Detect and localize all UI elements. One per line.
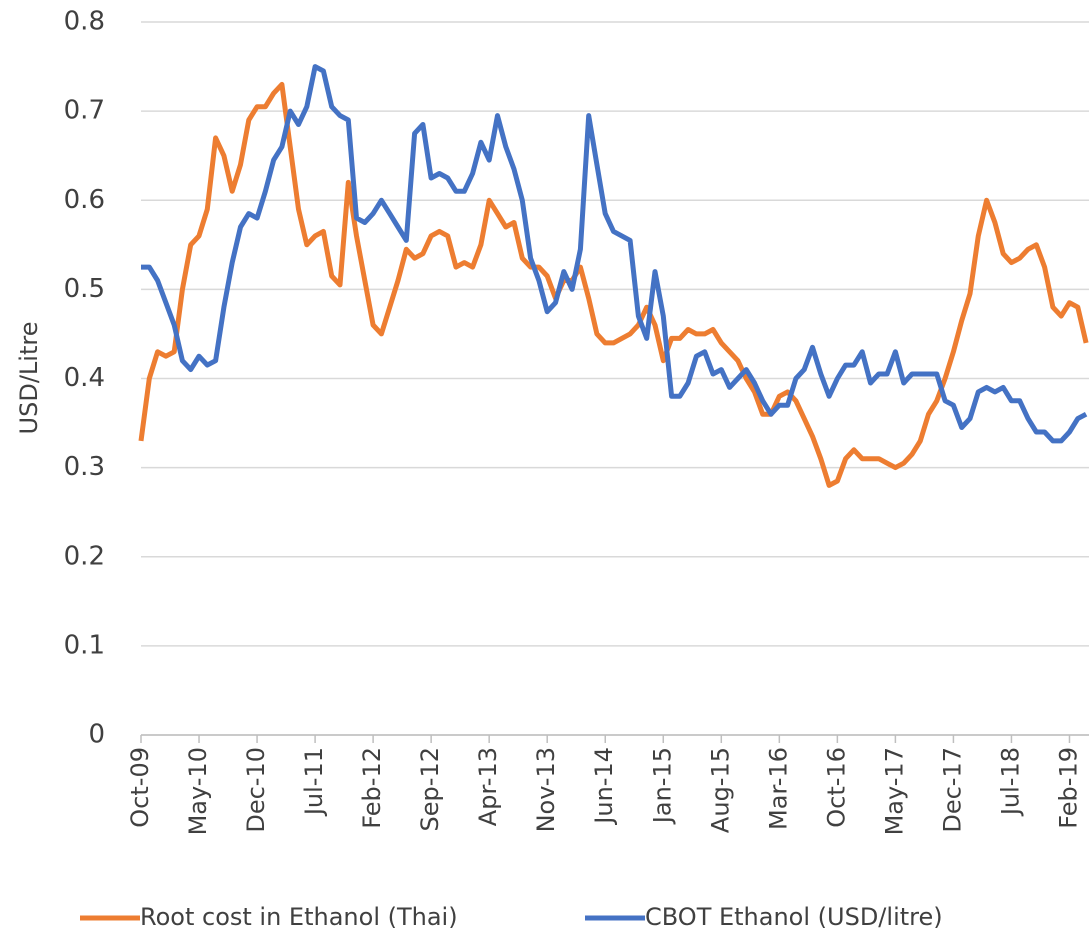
x-tick-label: May-17 <box>880 747 908 835</box>
x-tick-label: Aug-15 <box>706 747 734 833</box>
x-tick-label: Sep-12 <box>416 747 444 831</box>
y-tick-label: 0.4 <box>64 363 105 393</box>
y-tick-label: 0.1 <box>64 630 105 660</box>
x-tick-label: Nov-13 <box>532 747 560 832</box>
legend-label: Root cost in Ethanol (Thai) <box>140 903 458 931</box>
y-tick-label: 0.7 <box>64 96 105 126</box>
series-line <box>138 81 1089 488</box>
x-tick-label: May-10 <box>184 747 212 835</box>
y-tick-label: 0 <box>88 720 105 750</box>
x-tick-label: Dec-17 <box>938 747 966 833</box>
x-tick-label: Feb-12 <box>358 747 386 829</box>
y-tick-label: 0.8 <box>64 7 105 37</box>
y-tick-label: 0.2 <box>64 541 105 571</box>
legend-label: CBOT Ethanol (USD/litre) <box>645 903 943 931</box>
x-tick-label: Oct-16 <box>822 747 850 828</box>
x-tick-label: Dec-10 <box>242 747 270 833</box>
x-tick-label: Feb-19 <box>1054 747 1082 829</box>
y-axis-title: USD/Litre <box>15 322 43 435</box>
x-tick-label: Jun-14 <box>590 747 618 826</box>
y-tick-label: 0.6 <box>64 185 105 215</box>
x-tick-label: Apr-13 <box>474 747 502 826</box>
series-line <box>141 64 1088 444</box>
y-tick-label: 0.3 <box>64 452 105 482</box>
x-tick-label: Oct-09 <box>126 747 154 828</box>
y-tick-label: 0.5 <box>64 274 105 304</box>
x-tick-label: Jan-15 <box>648 747 676 825</box>
x-tick-label: Mar-16 <box>764 747 792 830</box>
x-tick-label: Jul-11 <box>300 747 328 817</box>
x-tick-label: Jul-18 <box>996 747 1024 817</box>
